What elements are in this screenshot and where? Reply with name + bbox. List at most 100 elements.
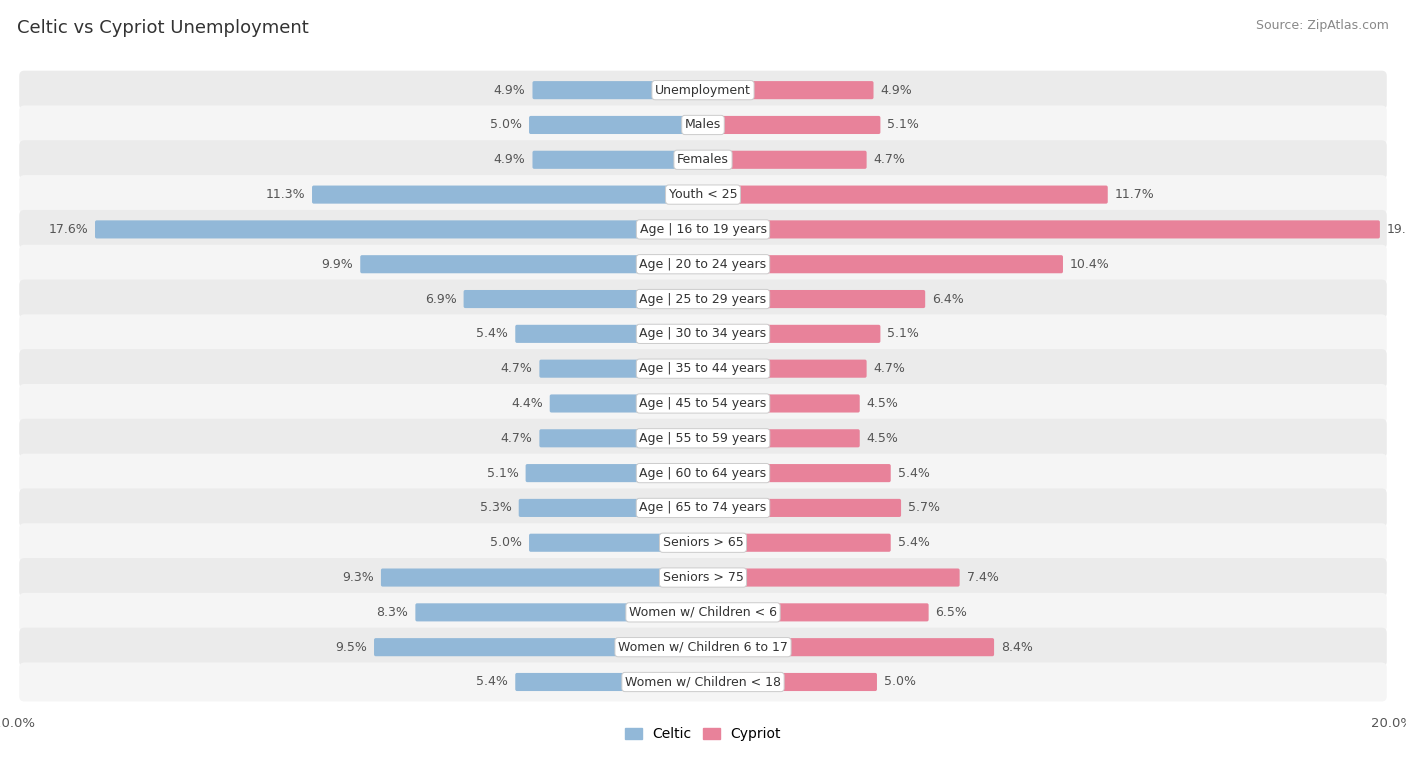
FancyBboxPatch shape xyxy=(702,290,925,308)
Text: 4.5%: 4.5% xyxy=(866,431,898,445)
FancyBboxPatch shape xyxy=(702,534,891,552)
FancyBboxPatch shape xyxy=(702,569,960,587)
Text: 4.7%: 4.7% xyxy=(873,153,905,167)
Text: 5.0%: 5.0% xyxy=(491,536,522,550)
FancyBboxPatch shape xyxy=(702,185,1108,204)
Text: Age | 16 to 19 years: Age | 16 to 19 years xyxy=(640,223,766,236)
Text: 4.9%: 4.9% xyxy=(494,153,526,167)
FancyBboxPatch shape xyxy=(20,488,1386,528)
Text: 5.4%: 5.4% xyxy=(897,466,929,480)
FancyBboxPatch shape xyxy=(20,662,1386,702)
FancyBboxPatch shape xyxy=(702,464,891,482)
FancyBboxPatch shape xyxy=(96,220,704,238)
FancyBboxPatch shape xyxy=(526,464,704,482)
Text: 4.5%: 4.5% xyxy=(866,397,898,410)
FancyBboxPatch shape xyxy=(20,593,1386,632)
Text: 17.6%: 17.6% xyxy=(48,223,89,236)
FancyBboxPatch shape xyxy=(20,105,1386,145)
FancyBboxPatch shape xyxy=(20,453,1386,493)
FancyBboxPatch shape xyxy=(702,673,877,691)
FancyBboxPatch shape xyxy=(515,325,704,343)
Text: Celtic vs Cypriot Unemployment: Celtic vs Cypriot Unemployment xyxy=(17,19,309,37)
Text: 11.3%: 11.3% xyxy=(266,188,305,201)
Text: 19.6%: 19.6% xyxy=(1386,223,1406,236)
FancyBboxPatch shape xyxy=(540,360,704,378)
Text: 5.0%: 5.0% xyxy=(491,118,522,132)
FancyBboxPatch shape xyxy=(529,116,704,134)
FancyBboxPatch shape xyxy=(702,151,866,169)
Text: Women w/ Children < 6: Women w/ Children < 6 xyxy=(628,606,778,619)
Text: Males: Males xyxy=(685,118,721,132)
FancyBboxPatch shape xyxy=(702,603,928,621)
FancyBboxPatch shape xyxy=(702,429,859,447)
FancyBboxPatch shape xyxy=(519,499,704,517)
FancyBboxPatch shape xyxy=(20,523,1386,562)
Text: Age | 65 to 74 years: Age | 65 to 74 years xyxy=(640,501,766,515)
Text: 5.3%: 5.3% xyxy=(479,501,512,515)
FancyBboxPatch shape xyxy=(312,185,704,204)
FancyBboxPatch shape xyxy=(20,279,1386,319)
FancyBboxPatch shape xyxy=(702,638,994,656)
Text: 5.4%: 5.4% xyxy=(477,327,509,341)
Text: Age | 60 to 64 years: Age | 60 to 64 years xyxy=(640,466,766,480)
Text: 6.4%: 6.4% xyxy=(932,292,965,306)
FancyBboxPatch shape xyxy=(702,116,880,134)
Text: 4.7%: 4.7% xyxy=(501,362,533,375)
Text: Females: Females xyxy=(678,153,728,167)
Text: 10.4%: 10.4% xyxy=(1070,257,1109,271)
Text: 9.9%: 9.9% xyxy=(322,257,353,271)
Text: 8.4%: 8.4% xyxy=(1001,640,1033,654)
FancyBboxPatch shape xyxy=(20,419,1386,458)
Text: 4.7%: 4.7% xyxy=(873,362,905,375)
Text: 9.3%: 9.3% xyxy=(342,571,374,584)
FancyBboxPatch shape xyxy=(702,394,859,413)
Text: 4.9%: 4.9% xyxy=(880,84,912,97)
Text: 5.7%: 5.7% xyxy=(908,501,941,515)
Text: Seniors > 75: Seniors > 75 xyxy=(662,571,744,584)
FancyBboxPatch shape xyxy=(529,534,704,552)
FancyBboxPatch shape xyxy=(702,255,1063,273)
FancyBboxPatch shape xyxy=(20,314,1386,354)
FancyBboxPatch shape xyxy=(20,558,1386,597)
Text: Unemployment: Unemployment xyxy=(655,84,751,97)
Text: Age | 55 to 59 years: Age | 55 to 59 years xyxy=(640,431,766,445)
Text: 5.1%: 5.1% xyxy=(887,118,920,132)
FancyBboxPatch shape xyxy=(20,245,1386,284)
FancyBboxPatch shape xyxy=(702,81,873,99)
FancyBboxPatch shape xyxy=(20,140,1386,179)
Text: 9.5%: 9.5% xyxy=(335,640,367,654)
FancyBboxPatch shape xyxy=(533,81,704,99)
FancyBboxPatch shape xyxy=(533,151,704,169)
Text: 5.1%: 5.1% xyxy=(486,466,519,480)
Text: 6.9%: 6.9% xyxy=(425,292,457,306)
Text: 8.3%: 8.3% xyxy=(377,606,409,619)
FancyBboxPatch shape xyxy=(20,384,1386,423)
Text: Women w/ Children < 18: Women w/ Children < 18 xyxy=(626,675,780,688)
Text: 5.4%: 5.4% xyxy=(477,675,509,688)
FancyBboxPatch shape xyxy=(381,569,704,587)
Text: 7.4%: 7.4% xyxy=(966,571,998,584)
FancyBboxPatch shape xyxy=(20,628,1386,667)
FancyBboxPatch shape xyxy=(515,673,704,691)
Text: Age | 25 to 29 years: Age | 25 to 29 years xyxy=(640,292,766,306)
Text: 4.4%: 4.4% xyxy=(510,397,543,410)
FancyBboxPatch shape xyxy=(374,638,704,656)
FancyBboxPatch shape xyxy=(415,603,704,621)
Text: 5.0%: 5.0% xyxy=(884,675,915,688)
Text: Age | 20 to 24 years: Age | 20 to 24 years xyxy=(640,257,766,271)
Text: Age | 30 to 34 years: Age | 30 to 34 years xyxy=(640,327,766,341)
Text: 6.5%: 6.5% xyxy=(935,606,967,619)
FancyBboxPatch shape xyxy=(20,210,1386,249)
FancyBboxPatch shape xyxy=(702,360,866,378)
FancyBboxPatch shape xyxy=(20,70,1386,110)
Text: 5.4%: 5.4% xyxy=(897,536,929,550)
FancyBboxPatch shape xyxy=(702,499,901,517)
FancyBboxPatch shape xyxy=(360,255,704,273)
Text: Age | 45 to 54 years: Age | 45 to 54 years xyxy=(640,397,766,410)
Text: 4.7%: 4.7% xyxy=(501,431,533,445)
FancyBboxPatch shape xyxy=(702,325,880,343)
FancyBboxPatch shape xyxy=(550,394,704,413)
Text: 5.1%: 5.1% xyxy=(887,327,920,341)
FancyBboxPatch shape xyxy=(702,220,1379,238)
Legend: Celtic, Cypriot: Celtic, Cypriot xyxy=(619,722,787,747)
